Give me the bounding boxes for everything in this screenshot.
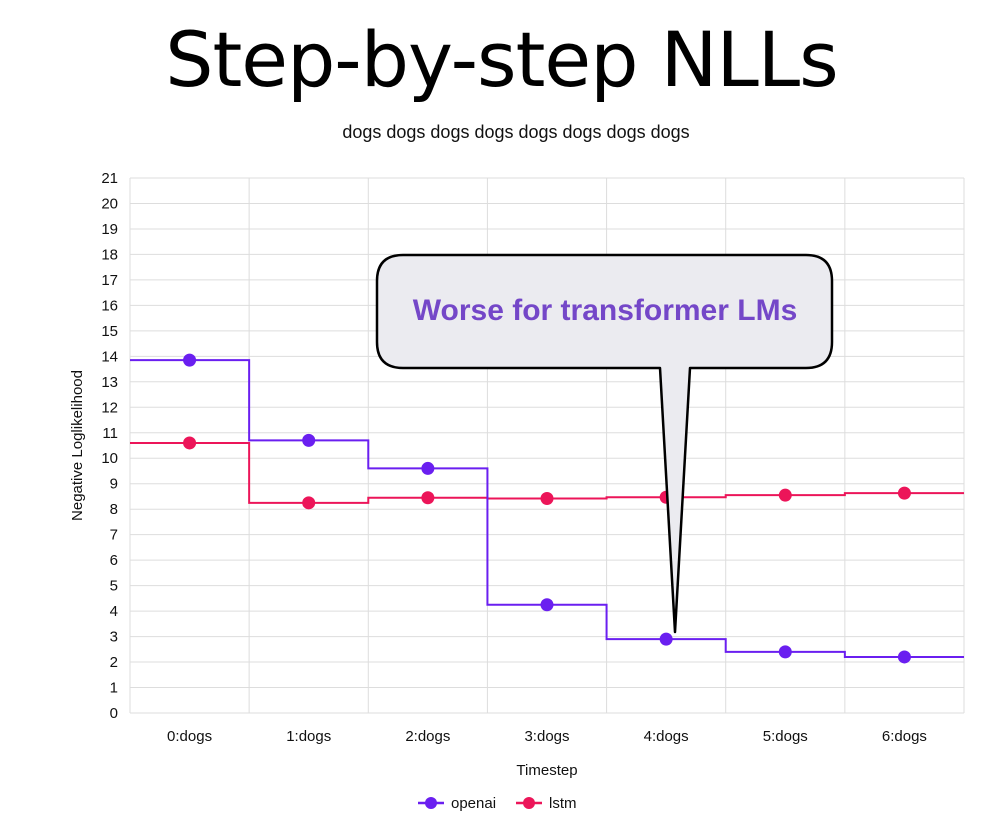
y-tick-label: 4: [110, 603, 118, 620]
series-line-openai: [130, 359, 964, 658]
y-tick-label: 16: [101, 297, 118, 314]
series-lstm: [130, 436, 964, 510]
chart-legend: openai lstm: [418, 795, 577, 812]
y-tick-label: 0: [110, 705, 118, 722]
data-point-openai: [183, 353, 197, 367]
y-tick-label: 19: [101, 221, 118, 238]
data-point-openai: [659, 632, 673, 646]
x-axis-title: Timestep: [516, 762, 577, 779]
chart-series: [130, 353, 964, 664]
y-tick-label: 14: [101, 348, 118, 365]
data-point-openai: [540, 598, 554, 612]
x-tick-label: 5:dogs: [763, 728, 808, 745]
callout-text: Worse for transformer LMs: [413, 294, 798, 327]
y-tick-label: 11: [102, 425, 118, 442]
legend-item-lstm: lstm: [516, 795, 577, 812]
data-point-openai: [421, 461, 435, 475]
y-tick-label: 6: [110, 552, 118, 569]
x-axis-ticks: 0:dogs 1:dogs 2:dogs 3:dogs 4:dogs 5:dogs 6:do…: [167, 728, 927, 745]
data-point-lstm: [540, 491, 554, 505]
y-tick-label: 7: [110, 527, 118, 544]
y-tick-label: 9: [110, 476, 118, 493]
x-tick-label: 4:dogs: [644, 728, 689, 745]
y-tick-label: 13: [101, 374, 118, 391]
callout-bubble: Worse for transformer LMs: [375, 253, 834, 634]
y-tick-label: 21: [101, 170, 118, 187]
y-tick-label: 12: [101, 399, 118, 416]
series-openai: [130, 353, 964, 664]
data-point-openai: [778, 645, 792, 659]
legend-item-openai: openai: [418, 795, 496, 812]
slide-title: Step-by-step NLLs: [165, 15, 838, 104]
data-point-lstm: [302, 496, 316, 510]
y-tick-label: 8: [110, 501, 118, 518]
legend-marker: [425, 797, 437, 809]
data-point-openai: [302, 433, 316, 447]
data-point-lstm: [183, 436, 197, 450]
x-tick-label: 1:dogs: [286, 728, 331, 745]
legend-label: lstm: [549, 795, 577, 812]
x-tick-label: 0:dogs: [167, 728, 212, 745]
chart-subtitle: dogs dogs dogs dogs dogs dogs dogs dogs: [342, 122, 689, 142]
y-tick-label: 18: [101, 246, 118, 263]
x-tick-label: 3:dogs: [524, 728, 569, 745]
legend-label: openai: [451, 795, 496, 812]
y-tick-label: 2: [110, 654, 118, 671]
y-tick-label: 1: [110, 680, 118, 697]
y-tick-label: 15: [101, 323, 118, 340]
y-tick-label: 5: [110, 578, 118, 595]
data-point-lstm: [778, 488, 792, 502]
y-tick-label: 10: [101, 450, 118, 467]
y-axis-title: Negative Loglikelihood: [69, 370, 86, 521]
data-point-lstm: [421, 491, 435, 505]
x-tick-label: 2:dogs: [405, 728, 450, 745]
y-tick-label: 20: [101, 195, 118, 212]
x-tick-label: 6:dogs: [882, 728, 927, 745]
y-tick-label: 17: [101, 272, 118, 289]
data-point-lstm: [897, 486, 911, 500]
data-point-openai: [897, 650, 911, 664]
y-tick-label: 3: [110, 629, 118, 646]
callout-shape: [375, 253, 834, 634]
legend-marker: [523, 797, 535, 809]
